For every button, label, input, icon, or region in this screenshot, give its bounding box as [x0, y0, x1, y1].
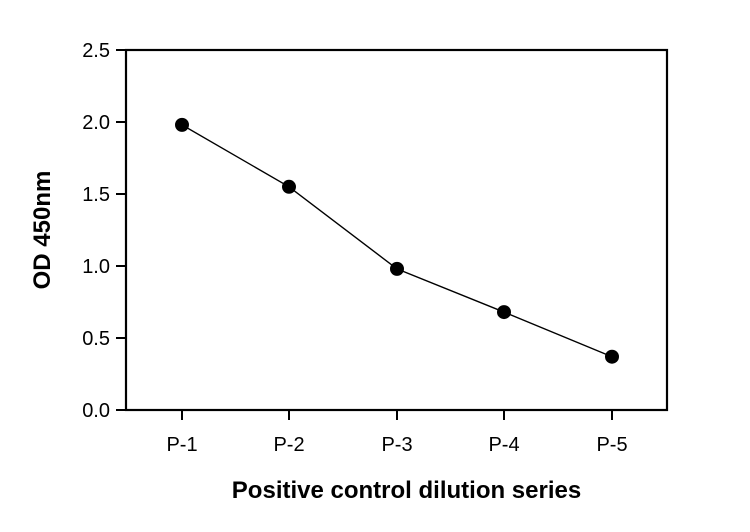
x-axis-title: Positive control dilution series — [232, 477, 581, 504]
data-point — [175, 117, 189, 132]
plot-border — [124, 48, 669, 412]
x-axis-ticks: P-1 P-2 P-3 P-4 P-5 — [166, 410, 628, 456]
y-tick-label: 0.0 — [82, 400, 110, 422]
data-point — [605, 349, 619, 364]
x-tick-label: P-2 — [273, 434, 304, 456]
y-tick-label: 1.0 — [82, 256, 110, 278]
y-tick-label: 1.5 — [82, 184, 110, 206]
y-tick-label: 2.5 — [82, 40, 110, 62]
plot-frame — [124, 48, 669, 412]
x-tick-label: P-5 — [596, 434, 627, 456]
y-axis-title: OD 450nm — [29, 171, 56, 290]
x-tick-label: P-3 — [381, 434, 412, 456]
y-axis-ticks: 0.0 0.5 1.0 1.5 2.0 2.5 — [82, 40, 126, 422]
data-point — [497, 305, 511, 320]
x-tick-label: P-1 — [166, 434, 197, 456]
x-tick-label: P-4 — [488, 434, 519, 456]
y-tick-label: 2.0 — [82, 112, 110, 134]
data-point — [282, 179, 296, 194]
series-line — [181, 124, 613, 358]
y-tick-label: 0.5 — [82, 328, 110, 350]
series-group — [175, 117, 619, 364]
data-point — [390, 261, 404, 276]
